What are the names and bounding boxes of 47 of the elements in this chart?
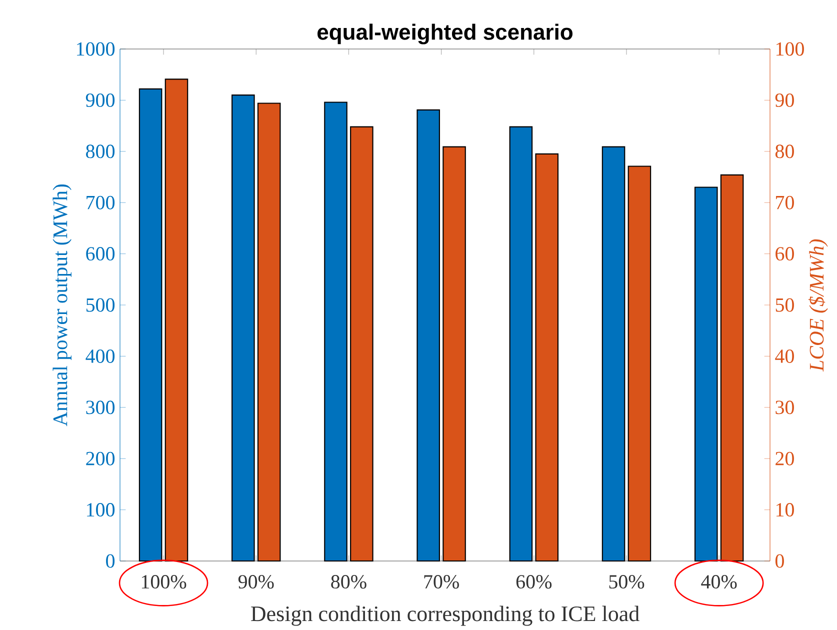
bar [535, 153, 559, 562]
y-tick-label: 400 [86, 349, 115, 363]
bar [720, 174, 744, 562]
y2-tick-label: 10 [776, 502, 794, 516]
y-tick-label: 1000 [77, 42, 115, 56]
bar [232, 94, 255, 562]
bar [138, 88, 162, 562]
y-axis-title: Annual power output (MWh) [52, 184, 72, 426]
y2-tick-label: 20 [776, 452, 794, 466]
x-tick-label: 90% [238, 574, 274, 589]
x-tick-label: 40% [701, 574, 737, 589]
y2-tick-label: 30 [776, 400, 794, 414]
y2-tick-label: 90 [775, 93, 794, 107]
y-tick-label: 200 [86, 452, 115, 466]
y2-tick-label: 0 [775, 554, 784, 568]
y-tick-label: 700 [86, 196, 115, 210]
bar [509, 126, 533, 562]
x-tick-label: 60% [516, 574, 552, 589]
chart-title: equal-weighted scenario [318, 24, 573, 44]
x-tick-label: 100% [142, 574, 186, 589]
y-tick-label: 500 [86, 298, 115, 312]
y-tick-label: 600 [86, 246, 115, 260]
y2-tick-label: 40 [775, 349, 794, 363]
y-tick-label: 800 [86, 144, 115, 158]
y2-tick-label: 100 [776, 42, 804, 56]
bar [628, 166, 652, 562]
x-tick-label: 70% [424, 574, 459, 589]
bar [164, 78, 188, 562]
x-axis-title: Design condition corresponding to ICE load [251, 606, 640, 626]
y2-tick-label: 60 [776, 246, 794, 260]
bar [257, 102, 281, 562]
y-tick-label: 300 [86, 400, 115, 414]
bar [324, 102, 348, 562]
bar [442, 146, 466, 562]
y-tick-label: 900 [86, 93, 115, 107]
x-tick-label: 80% [331, 574, 366, 589]
y2-tick-label: 80 [775, 144, 794, 158]
bar [694, 186, 718, 562]
y2-axis-title: LCOE ($/MWh) [808, 239, 828, 372]
bar [350, 126, 374, 562]
bar [602, 146, 626, 562]
x-tick-label: 50% [609, 574, 644, 589]
y-tick-label: 100 [87, 502, 115, 516]
bar [416, 109, 440, 562]
y2-tick-label: 70 [776, 196, 794, 210]
y-tick-label: 0 [106, 554, 115, 568]
y2-tick-label: 50 [776, 298, 794, 312]
